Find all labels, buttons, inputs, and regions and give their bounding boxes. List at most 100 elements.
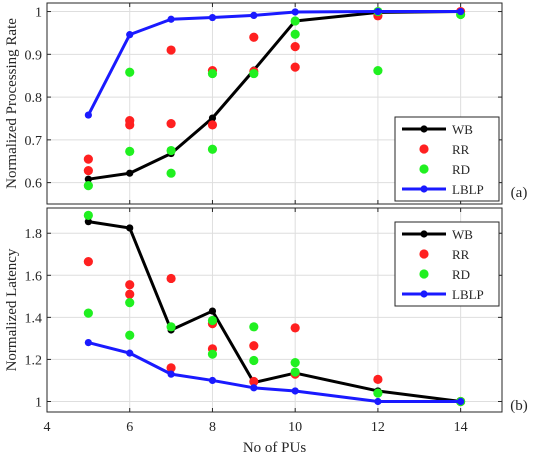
data-point-rd	[207, 68, 218, 79]
legend-item-lblp: LBLP	[402, 287, 484, 302]
y-axis-title: Normalized Latency	[4, 248, 20, 371]
legend-box	[394, 116, 500, 202]
data-point-rd	[373, 65, 383, 76]
data-point-rd	[290, 29, 300, 39]
data-point-rd	[290, 357, 300, 368]
legend-swatch-marker	[419, 164, 429, 174]
legend: WB RR RD LBLP	[394, 116, 500, 202]
data-point-rd	[125, 298, 135, 308]
data-point-rd	[207, 315, 218, 326]
data-point-lblp	[250, 384, 258, 392]
legend-item-rr: RR	[419, 247, 470, 262]
y-axis-title: Normalized Processing Rate	[4, 18, 20, 189]
legend-label: RR	[452, 247, 470, 262]
data-point-rd	[207, 144, 218, 154]
data-point-rr	[249, 32, 259, 42]
data-point-lblp	[457, 397, 465, 406]
legend-swatch-marker	[420, 290, 428, 298]
data-point-lblp	[167, 15, 175, 23]
data-point-lblp	[250, 11, 258, 20]
legend-label: RD	[452, 267, 470, 282]
y-tick-label: 1.4	[25, 311, 43, 326]
data-point-rd	[249, 355, 259, 366]
legend-swatch-marker	[419, 249, 429, 259]
axes-frame	[46, 207, 503, 413]
x-tick-label: 12	[371, 420, 385, 435]
data-point-lblp	[291, 8, 299, 16]
y-tick-label: 1.6	[25, 269, 43, 284]
data-point-rr	[125, 280, 135, 290]
data-point-rr	[290, 42, 300, 52]
data-point-rd	[166, 168, 176, 178]
data-point-wb	[126, 169, 134, 177]
data-point-rd	[290, 16, 300, 26]
data-point-rd	[83, 181, 93, 191]
data-point-lblp	[126, 349, 134, 357]
legend-box	[394, 221, 500, 307]
legend-swatch-marker	[420, 125, 428, 133]
y-tick-label: 1	[35, 395, 42, 410]
data-point-rd	[249, 68, 259, 79]
data-point-rd	[166, 322, 176, 332]
legend-label: LBLP	[452, 182, 484, 197]
data-point-lblp	[457, 7, 465, 16]
series-line-lblp	[87, 10, 461, 116]
data-point-rd	[373, 388, 383, 398]
y-tick-label: 1.8	[25, 227, 43, 242]
data-point-lblp	[84, 111, 92, 119]
data-point-rr	[166, 273, 176, 284]
data-point-lblp	[208, 376, 217, 385]
data-point-wb	[208, 307, 217, 315]
data-point-wb	[126, 224, 134, 232]
data-point-rd	[207, 349, 218, 359]
x-axis-title: No of PUs	[243, 440, 307, 456]
data-point-rr	[249, 341, 259, 351]
series-line-wb	[88, 10, 461, 181]
x-tick-label: 8	[209, 420, 216, 435]
data-point-rr	[290, 62, 300, 72]
series-lblp	[84, 7, 465, 119]
x-tick-label: 4	[44, 420, 51, 435]
legend-label: WB	[452, 122, 473, 137]
y-tick-label: 1.2	[25, 353, 43, 368]
data-point-rr	[125, 120, 135, 130]
panel-label: (b)	[510, 398, 528, 414]
legend-item-wb: WB	[402, 227, 473, 242]
series-rd	[83, 210, 466, 407]
data-point-rr	[166, 363, 176, 373]
data-point-rd	[290, 367, 300, 377]
data-point-rr	[207, 120, 218, 130]
legend-item-rr: RR	[419, 142, 470, 157]
data-point-lblp	[167, 370, 175, 378]
x-tick-label: 10	[288, 420, 302, 435]
legend-label: WB	[452, 227, 473, 242]
legend-swatch-marker	[419, 144, 429, 154]
x-tick-label: 6	[126, 420, 133, 435]
axes-frame	[46, 2, 503, 205]
ticks: 4 6 8 10 12 14 1 1.2 1.4 1.6 1.8	[25, 208, 502, 435]
series-group	[83, 6, 466, 191]
legend-swatch-marker	[420, 230, 428, 238]
data-point-lblp	[374, 7, 382, 16]
legend-label: RR	[452, 142, 470, 157]
data-point-rr	[373, 374, 383, 385]
data-point-lblp	[374, 397, 382, 406]
series-lblp	[84, 338, 465, 406]
x-tick-label: 14	[454, 420, 468, 435]
legend-swatch-marker	[420, 185, 428, 193]
series-line-wb	[88, 220, 461, 403]
legend-item-lblp: LBLP	[402, 182, 484, 197]
panel-2: 4 6 8 10 12 14 1 1.2 1.4 1.6 1.8 Normalized Latency…	[4, 207, 528, 456]
data-point-rd	[125, 67, 135, 77]
data-point-wb	[208, 114, 217, 122]
data-point-rd	[166, 145, 176, 156]
legend: WB RR RD LBLP	[394, 221, 500, 307]
legend-swatch-marker	[419, 269, 429, 279]
ticks: 0.6 0.7 0.8 0.9 1	[25, 3, 502, 204]
y-tick-label: 0.7	[25, 134, 43, 149]
data-point-rd	[125, 330, 135, 340]
data-point-rr	[83, 257, 93, 267]
data-point-rd	[249, 322, 259, 332]
panel-1: 0.6 0.7 0.8 0.9 1 Normalized Processing Rate W…	[4, 2, 527, 205]
